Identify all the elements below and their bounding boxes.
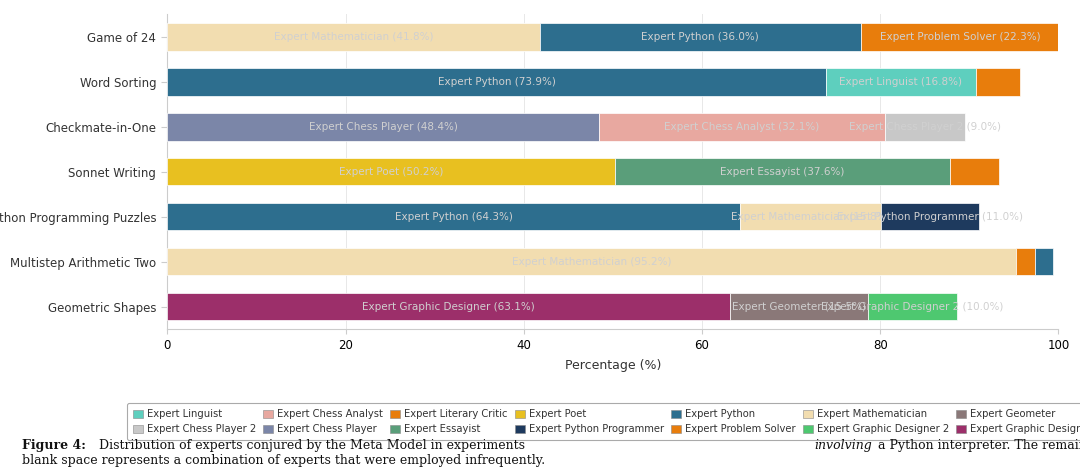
Text: Expert Linguist (16.8%): Expert Linguist (16.8%) xyxy=(839,77,962,86)
Text: Expert Python (64.3%): Expert Python (64.3%) xyxy=(395,212,513,221)
Bar xyxy=(1036,248,1053,275)
Bar xyxy=(167,113,598,141)
Text: Expert Essayist (37.6%): Expert Essayist (37.6%) xyxy=(720,166,845,177)
X-axis label: Percentage (%): Percentage (%) xyxy=(565,359,661,372)
Text: Expert Geometer (15.5%): Expert Geometer (15.5%) xyxy=(731,302,866,312)
Bar xyxy=(167,157,615,186)
Text: Expert Chess Analyst (32.1%): Expert Chess Analyst (32.1%) xyxy=(664,122,820,132)
Bar xyxy=(730,292,867,321)
Legend: Expert Linguist, Expert Chess Player 2, Expert Chess Analyst, Expert Chess Playe: Expert Linguist, Expert Chess Player 2, … xyxy=(127,403,1080,440)
Text: Distribution of experts conjured by the Meta Model in experiments: Distribution of experts conjured by the … xyxy=(99,439,525,452)
Bar xyxy=(885,113,964,141)
Text: Expert Mathematician (41.8%): Expert Mathematician (41.8%) xyxy=(274,31,433,41)
Bar xyxy=(949,157,999,186)
Text: Expert Chess Player 2 (9.0%): Expert Chess Player 2 (9.0%) xyxy=(849,122,1001,132)
Bar xyxy=(740,203,881,230)
Text: Expert Python (73.9%): Expert Python (73.9%) xyxy=(437,77,555,86)
Text: Expert Graphic Designer (63.1%): Expert Graphic Designer (63.1%) xyxy=(362,302,535,312)
Text: involving: involving xyxy=(814,439,872,452)
Text: Expert Problem Solver (22.3%): Expert Problem Solver (22.3%) xyxy=(879,31,1040,41)
Text: Expert Mathematician (15.8%): Expert Mathematician (15.8%) xyxy=(731,212,890,221)
Bar xyxy=(881,203,980,230)
Text: Expert Python Programmer (11.0%): Expert Python Programmer (11.0%) xyxy=(837,212,1023,221)
Text: Expert Poet (50.2%): Expert Poet (50.2%) xyxy=(339,166,443,177)
Bar xyxy=(540,23,861,51)
Bar xyxy=(615,157,949,186)
Bar xyxy=(826,68,975,95)
Text: blank space represents a combination of experts that were employed infrequently.: blank space represents a combination of … xyxy=(22,454,544,467)
Bar xyxy=(1015,248,1036,275)
Bar xyxy=(167,68,826,95)
Bar xyxy=(167,23,540,51)
Bar xyxy=(167,248,1015,275)
Text: Figure 4:: Figure 4: xyxy=(22,439,85,452)
Bar xyxy=(167,292,730,321)
Bar xyxy=(598,113,885,141)
Bar xyxy=(975,68,1021,95)
Text: Expert Mathematician (95.2%): Expert Mathematician (95.2%) xyxy=(512,257,672,266)
Text: Expert Python (36.0%): Expert Python (36.0%) xyxy=(642,31,759,41)
Bar xyxy=(867,292,957,321)
Text: Expert Chess Player (48.4%): Expert Chess Player (48.4%) xyxy=(309,122,458,132)
Bar xyxy=(167,203,740,230)
Bar xyxy=(861,23,1059,51)
Text: a Python interpreter. The remaining: a Python interpreter. The remaining xyxy=(878,439,1080,452)
Text: Expert Graphic Designer 2 (10.0%): Expert Graphic Designer 2 (10.0%) xyxy=(821,302,1003,312)
